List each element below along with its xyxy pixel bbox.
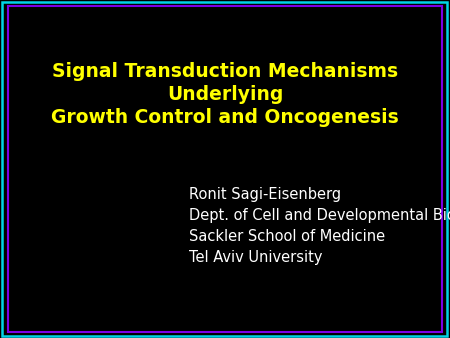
Text: Signal Transduction Mechanisms
Underlying
Growth Control and Oncogenesis: Signal Transduction Mechanisms Underlyin… — [51, 63, 399, 127]
Text: Ronit Sagi-Eisenberg
Dept. of Cell and Developmental Biology
Sackler School of M: Ronit Sagi-Eisenberg Dept. of Cell and D… — [189, 188, 450, 265]
